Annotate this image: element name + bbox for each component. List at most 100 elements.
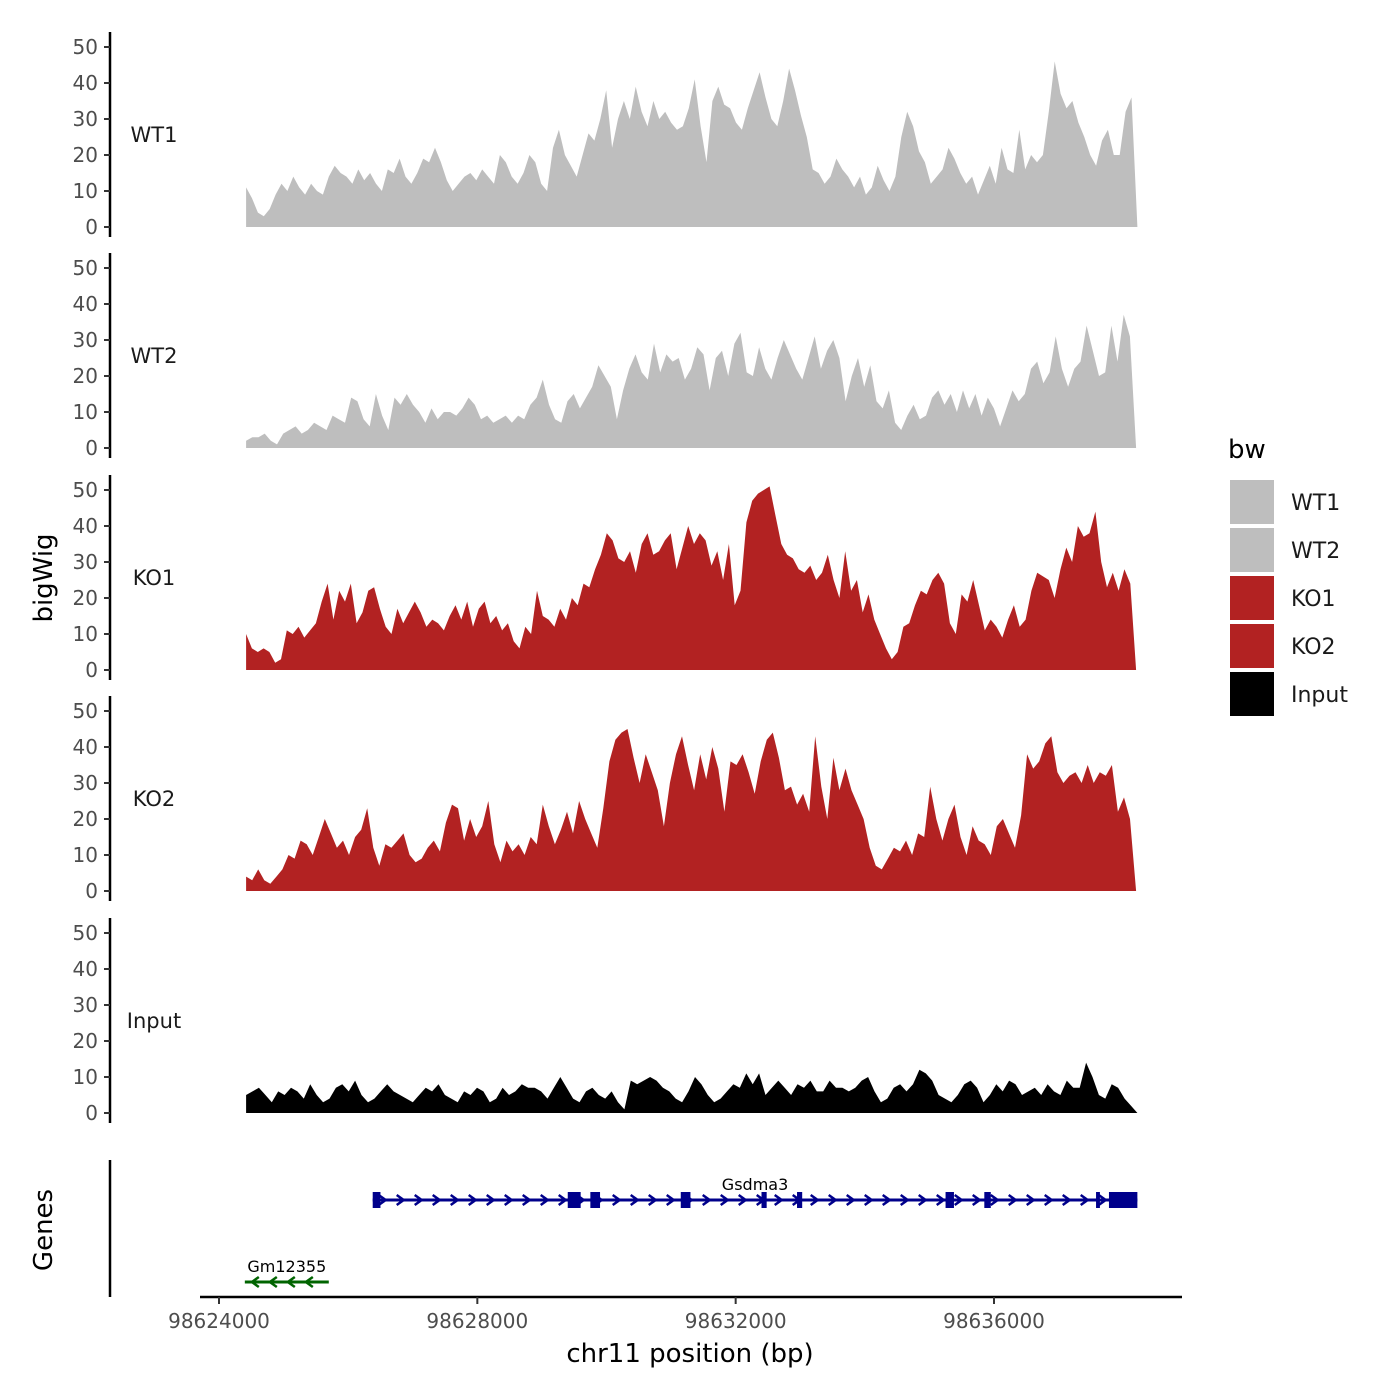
strand-arrow bbox=[647, 1193, 658, 1207]
legend-label: KO1 bbox=[1291, 587, 1336, 612]
y-tick-label: 20 bbox=[73, 143, 98, 167]
legend-swatch bbox=[1230, 480, 1274, 524]
exon bbox=[761, 1192, 767, 1208]
legend-label: Input bbox=[1291, 683, 1348, 708]
legend-label: KO2 bbox=[1291, 635, 1336, 660]
y-tick-label: 40 bbox=[73, 514, 98, 538]
legend-swatch bbox=[1230, 576, 1274, 620]
x-axis-title: chr11 position (bp) bbox=[566, 1339, 813, 1369]
gene-track: Gm12355 Gsdma3 bbox=[108, 1160, 1138, 1297]
y-tick-label: 20 bbox=[73, 586, 98, 610]
strand-arrow bbox=[521, 1193, 532, 1207]
legend-swatch bbox=[1230, 672, 1274, 716]
strand-arrow bbox=[431, 1193, 442, 1207]
y-tick-label: 0 bbox=[85, 1101, 98, 1125]
x-tick-label: 98632000 bbox=[685, 1309, 787, 1333]
strand-arrow bbox=[935, 1193, 946, 1207]
y-tick-label: 30 bbox=[73, 107, 98, 131]
strand-arrow bbox=[249, 1275, 260, 1289]
signal-tracks: 0 10 20 30 40 50 WT1 0 10 20 30 40 50 WT2 0 10 20 30 40 50 K… bbox=[73, 32, 1138, 1125]
exon bbox=[1096, 1192, 1100, 1208]
y-tick-label: 40 bbox=[73, 292, 98, 316]
exon bbox=[984, 1192, 991, 1208]
area-ko2 bbox=[246, 729, 1137, 891]
strand-arrow bbox=[1079, 1193, 1090, 1207]
strand-arrow bbox=[989, 1193, 1000, 1207]
y-tick-label: 50 bbox=[73, 478, 98, 502]
area-input bbox=[246, 1062, 1138, 1113]
y-tick-label: 20 bbox=[73, 364, 98, 388]
legend-title: bw bbox=[1228, 435, 1266, 465]
exon bbox=[680, 1192, 691, 1208]
strand-arrow bbox=[557, 1193, 568, 1207]
track-label: Input bbox=[127, 1009, 181, 1033]
strand-arrow bbox=[827, 1193, 838, 1207]
y-tick-label: 30 bbox=[73, 328, 98, 352]
y-tick-label: 40 bbox=[73, 957, 98, 981]
area-wt2 bbox=[246, 314, 1137, 448]
strand-arrow bbox=[395, 1193, 406, 1207]
strand-arrow bbox=[971, 1193, 982, 1207]
strand-arrow bbox=[285, 1275, 296, 1289]
exon bbox=[945, 1192, 954, 1208]
track-wt1: 0 10 20 30 40 50 WT1 bbox=[73, 32, 1138, 239]
gene-gm12355: Gm12355 bbox=[244, 1257, 329, 1289]
strand-arrow bbox=[377, 1193, 388, 1207]
strand-arrow bbox=[1097, 1193, 1108, 1207]
y-tick-label: 0 bbox=[85, 436, 98, 460]
x-tick-label: 98628000 bbox=[426, 1309, 528, 1333]
exon bbox=[590, 1192, 601, 1208]
track-ko2: 0 10 20 30 40 50 KO2 bbox=[73, 696, 1137, 903]
strand-arrow bbox=[267, 1275, 278, 1289]
exon bbox=[1108, 1192, 1138, 1208]
track-input: 0 10 20 30 40 50 Input bbox=[73, 918, 1138, 1125]
strand-arrow bbox=[539, 1193, 550, 1207]
y-tick-label: 10 bbox=[73, 179, 98, 203]
strand-arrow bbox=[719, 1193, 730, 1207]
gene-label: Gm12355 bbox=[247, 1257, 326, 1276]
y-tick-label: 10 bbox=[73, 622, 98, 646]
strand-arrow bbox=[611, 1193, 622, 1207]
strand-arrow bbox=[881, 1193, 892, 1207]
x-tick-label: 98624000 bbox=[168, 1309, 270, 1333]
legend-label: WT2 bbox=[1291, 539, 1340, 564]
strand-arrow bbox=[503, 1193, 514, 1207]
y-tick-label: 50 bbox=[73, 35, 98, 59]
legend-swatch bbox=[1230, 624, 1274, 668]
area-ko1 bbox=[246, 486, 1137, 670]
strand-arrow bbox=[809, 1193, 820, 1207]
y-tick-label: 50 bbox=[73, 256, 98, 280]
strand-arrow bbox=[899, 1193, 910, 1207]
track-label: WT1 bbox=[131, 123, 178, 147]
strand-arrow bbox=[629, 1193, 640, 1207]
y-tick-label: 40 bbox=[73, 735, 98, 759]
strand-arrow bbox=[1061, 1193, 1072, 1207]
y-tick-label: 0 bbox=[85, 879, 98, 903]
y-tick-label: 0 bbox=[85, 658, 98, 682]
strand-arrow bbox=[737, 1193, 748, 1207]
legend: bw WT1 WT2 KO1 KO2 Input bbox=[1228, 435, 1348, 716]
x-tick-label: 98636000 bbox=[943, 1309, 1045, 1333]
strand-arrow bbox=[1025, 1193, 1036, 1207]
legend-swatch bbox=[1230, 528, 1274, 572]
area-wt1 bbox=[246, 61, 1138, 228]
y-tick-label: 30 bbox=[73, 993, 98, 1017]
strand-arrow bbox=[665, 1193, 676, 1207]
exon bbox=[797, 1192, 803, 1208]
strand-arrow bbox=[467, 1193, 478, 1207]
strand-arrow bbox=[701, 1193, 712, 1207]
y-tick-label: 10 bbox=[73, 1065, 98, 1089]
exon bbox=[372, 1192, 381, 1208]
y-tick-label: 50 bbox=[73, 921, 98, 945]
strand-arrow bbox=[413, 1193, 424, 1207]
track-label: WT2 bbox=[131, 344, 178, 368]
strand-arrow bbox=[773, 1193, 784, 1207]
strand-arrow bbox=[863, 1193, 874, 1207]
y-tick-label: 30 bbox=[73, 771, 98, 795]
strand-arrow bbox=[485, 1193, 496, 1207]
y-tick-label: 50 bbox=[73, 699, 98, 723]
strand-arrow bbox=[449, 1193, 460, 1207]
y-tick-label: 10 bbox=[73, 400, 98, 424]
strand-arrow bbox=[1043, 1193, 1054, 1207]
